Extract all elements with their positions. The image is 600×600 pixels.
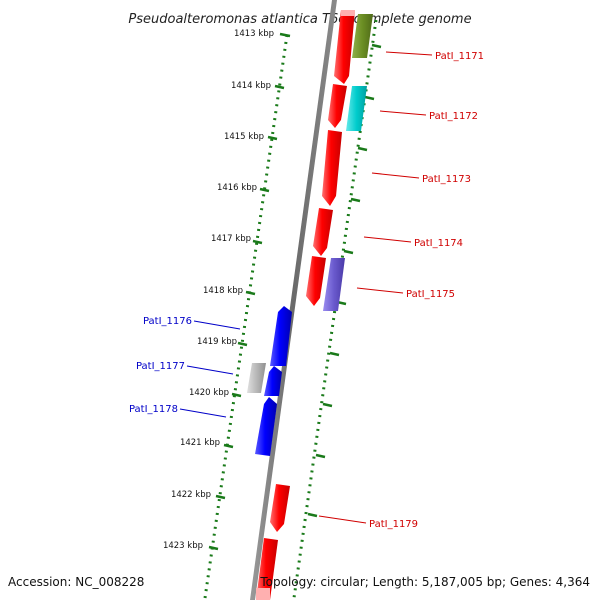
ruler-ticks-right xyxy=(307,43,382,518)
leader-patl-1177 xyxy=(186,365,234,375)
gene-label[interactable]: PatI_1171 xyxy=(435,51,484,62)
gene-patl-1176[interactable] xyxy=(270,306,292,366)
ruler-label: 1419 kbp xyxy=(197,337,237,347)
genome-backbone xyxy=(250,0,337,600)
gene-patl-1178[interactable] xyxy=(255,397,277,456)
ruler-label: 1422 kbp xyxy=(171,490,211,500)
gene-label[interactable]: PatI_1174 xyxy=(414,238,463,249)
gene-label[interactable]: PatI_1176 xyxy=(143,316,192,327)
gene-patl-1173[interactable] xyxy=(322,130,342,206)
leader-patl-1171 xyxy=(385,51,433,56)
gene-patl-1172[interactable] xyxy=(328,84,347,128)
feature-purple[interactable] xyxy=(323,258,345,311)
gene-patl-1175[interactable] xyxy=(306,256,326,306)
genome-title: Pseudoalteromonas atlantica T6c, complet… xyxy=(128,12,471,27)
ruler-label: 1415 kbp xyxy=(224,132,264,142)
gene-label[interactable]: PatI_1173 xyxy=(422,174,471,185)
leader-patl-1173 xyxy=(371,172,420,179)
leader-patl-1172 xyxy=(379,110,427,116)
gene-bottom[interactable] xyxy=(256,538,278,600)
leader-patl-1179 xyxy=(318,515,367,524)
ruler-label: 1416 kbp xyxy=(217,183,257,193)
ruler-label: 1423 kbp xyxy=(163,541,203,551)
ruler-label: 1413 kbp xyxy=(234,29,274,39)
gene-label[interactable]: PatI_1175 xyxy=(406,289,455,300)
ruler-ticks xyxy=(208,32,291,551)
highlight-region-bottom xyxy=(256,588,270,600)
gene-label[interactable]: PatI_1177 xyxy=(136,361,185,372)
feature-cyan[interactable] xyxy=(346,86,367,131)
gene-patl-1171[interactable] xyxy=(334,10,355,84)
accession-text: Accession: NC_008228 xyxy=(8,575,144,589)
ruler-label: 1417 kbp xyxy=(211,234,251,244)
highlight-region xyxy=(341,10,355,16)
feature-olive[interactable] xyxy=(352,14,373,58)
ruler-label: 1421 kbp xyxy=(180,438,220,448)
gene-label[interactable]: PatI_1172 xyxy=(429,111,478,122)
topology-text: Topology: circular; Length: 5,187,005 bp… xyxy=(259,575,590,589)
ruler-label: 1414 kbp xyxy=(231,81,271,91)
gene-label[interactable]: PatI_1178 xyxy=(129,404,178,415)
leader-patl-1176 xyxy=(193,320,241,330)
gene-patl-1177[interactable] xyxy=(264,366,282,396)
gene-patl-1174[interactable] xyxy=(313,208,333,256)
feature-grey[interactable] xyxy=(247,363,266,393)
leader-patl-1178 xyxy=(179,408,227,418)
leader-patl-1175 xyxy=(356,287,404,294)
leader-patl-1174 xyxy=(363,236,412,243)
gene-label[interactable]: PatI_1179 xyxy=(369,519,418,530)
ruler-label: 1420 kbp xyxy=(189,388,229,398)
gene-patl-1179[interactable] xyxy=(270,484,290,532)
ruler-label: 1418 kbp xyxy=(203,286,243,296)
